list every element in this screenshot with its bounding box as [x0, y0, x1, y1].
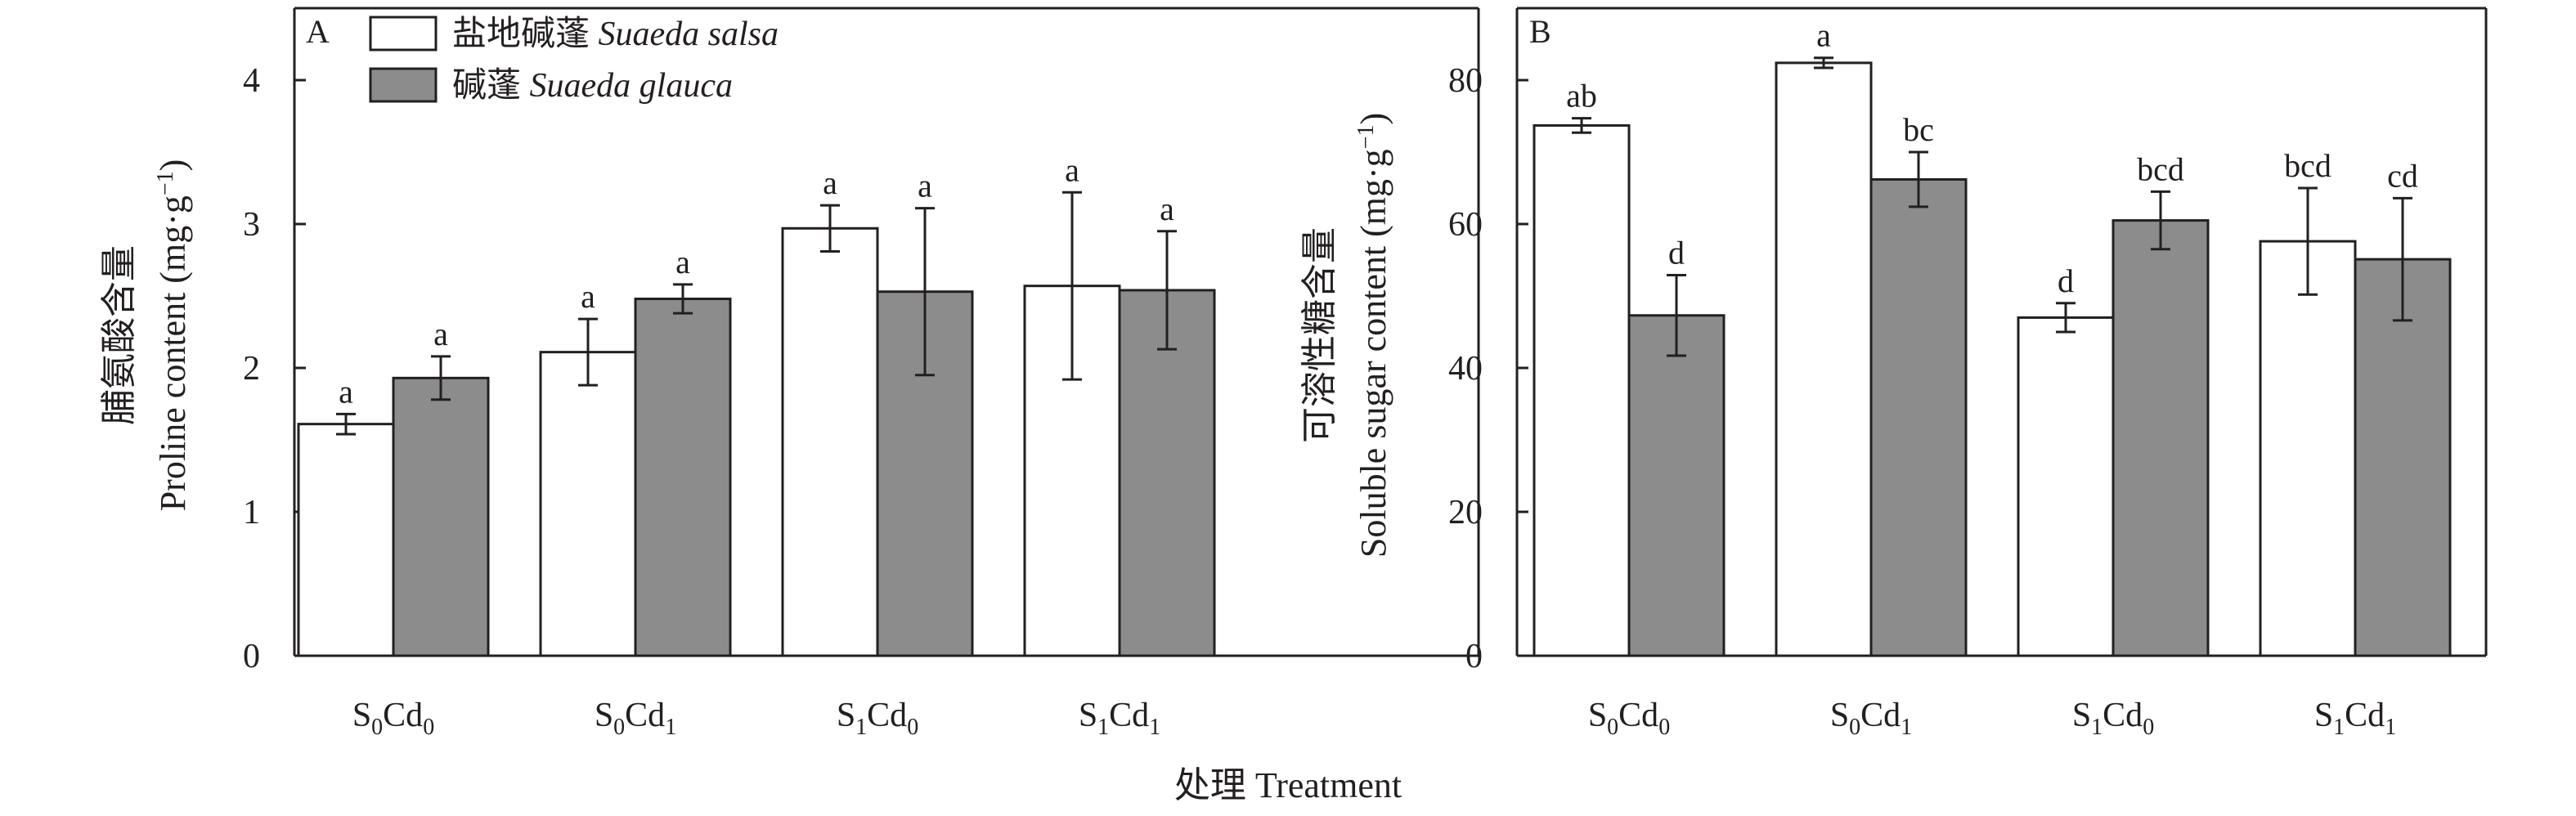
panel-b-letter: B — [1529, 13, 1551, 50]
legend-label-salsa: 盐地碱蓬 Suaeda salsa — [452, 16, 779, 53]
panel-a-category-label-0: S0Cd0 — [352, 697, 434, 740]
panel-b-bar-s0-g3 — [2259, 240, 2357, 657]
panel-b-bar-s1-g1 — [1869, 177, 1968, 657]
panel-a-ytick-label-0: 0 — [243, 638, 260, 675]
panel-b-category-label-1: S0Cd1 — [1830, 697, 1912, 740]
panel-a-ylabel: 脯氨酸含量 Proline content (mg·g−1) — [99, 159, 193, 512]
panel-a-bar-s1-g1 — [634, 298, 732, 657]
panel-b-sig-label-s0-g1: a — [1816, 17, 1831, 54]
panel-b-sig-label-s1-g2: bcd — [2137, 150, 2184, 187]
panel-a-category-label-3: S1Cd1 — [1079, 697, 1160, 740]
panel-a-sig-label-s1-g1: a — [675, 244, 690, 280]
panel-b-ytick-label-4: 80 — [1448, 62, 1483, 100]
panel-a-bar-s0-g0 — [297, 423, 395, 657]
panel-a: A 脯氨酸含量 Proline content (mg·g−1) 盐地碱蓬 Su… — [99, 7, 1480, 657]
chart-marks: 0 1 2 3 4 a a a a a a a a S0Cd0 S0Cd1 S1Cd0 S1Cd1 0 20 40 60… — [243, 17, 2452, 740]
panel-b-ytick-label-0: 0 — [1465, 638, 1483, 675]
panel-b-bar-s0-g1 — [1775, 61, 1873, 657]
panel-b-bar-s1-g2 — [2112, 219, 2210, 657]
legend-swatch-glauca — [369, 67, 438, 103]
panel-b-sig-label-s1-g1: bc — [1903, 111, 1934, 148]
panel-b-ytick-label-3: 60 — [1448, 206, 1483, 244]
panel-a-sig-label-s0-g0: a — [339, 373, 353, 410]
panel-a-sig-label-s1-g0: a — [433, 316, 448, 352]
panel-a-ytick-label-4: 4 — [243, 62, 260, 100]
panel-b-sig-label-s0-g3: bcd — [2284, 147, 2331, 184]
panel-a-letter: A — [306, 13, 330, 50]
panel-b-bar-s0-g2 — [2017, 316, 2115, 657]
panel-b-category-label-0: S0Cd0 — [1588, 697, 1670, 740]
panel-a-ytick-label-1: 1 — [243, 494, 260, 531]
panel-a-category-label-2: S1Cd0 — [837, 697, 918, 740]
panel-a-bar-s0-g2 — [781, 226, 879, 657]
panel-b-bar-s1-g3 — [2354, 258, 2452, 657]
panel-b-bar-s0-g0 — [1533, 123, 1631, 657]
panel-b-bar-s1-g0 — [1627, 314, 1726, 657]
panel-a-sig-label-s0-g2: a — [823, 164, 837, 201]
panel-a-sig-label-s0-g1: a — [581, 278, 595, 315]
panel-b-sig-label-s0-g0: ab — [1566, 78, 1597, 114]
panel-a-bar-s0-g1 — [539, 351, 637, 657]
panel-a-bar-s1-g0 — [392, 376, 490, 657]
panel-a-sig-label-s1-g3: a — [1160, 191, 1174, 227]
panel-a-category-label-1: S0Cd1 — [595, 697, 676, 740]
panel-a-ylabel-cn: 脯氨酸含量 — [99, 245, 139, 425]
x-axis-label: 处理 Treatment — [1174, 765, 1402, 805]
panel-b: B 可溶性糖含量 Soluble sugar content (mg·g−1) — [1299, 7, 2488, 657]
panel-a-ylabel-en: Proline content (mg·g−1) — [153, 159, 194, 512]
panel-b-category-label-2: S1Cd0 — [2072, 697, 2154, 740]
panel-b-sig-label-s1-g3: cd — [2387, 157, 2418, 194]
panel-b-ylabel-cn: 可溶性糖含量 — [1299, 227, 1340, 443]
legend-label-glauca: 碱蓬 Suaeda glauca — [452, 67, 733, 105]
panel-b-ylabel: 可溶性糖含量 Soluble sugar content (mg·g−1) — [1299, 113, 1393, 558]
panel-b-ytick-label-1: 20 — [1448, 494, 1483, 531]
panel-b-category-label-3: S1Cd1 — [2314, 697, 2396, 740]
panel-a-ytick-label-2: 2 — [243, 350, 260, 388]
panel-a-bar-s1-g3 — [1118, 289, 1216, 657]
panel-b-sig-label-s0-g2: d — [2058, 262, 2074, 299]
legend: 盐地碱蓬 Suaeda salsa 碱蓬 Suaeda glauca — [369, 16, 779, 105]
panel-a-sig-label-s1-g2: a — [918, 168, 932, 204]
panel-b-sig-label-s1-g0: d — [1668, 234, 1685, 271]
panel-a-sig-label-s0-g3: a — [1065, 151, 1079, 188]
legend-swatch-salsa — [369, 16, 438, 52]
panel-b-ylabel-en: Soluble sugar content (mg·g−1) — [1353, 113, 1394, 558]
panel-b-ytick-label-2: 40 — [1448, 350, 1483, 388]
panel-a-ytick-label-3: 3 — [243, 206, 260, 244]
